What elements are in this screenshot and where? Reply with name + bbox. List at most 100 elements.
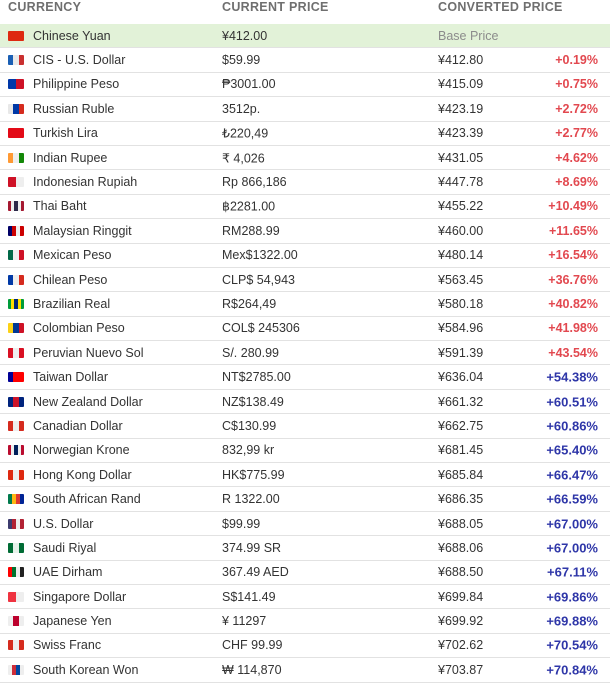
currency-name: Swiss Franc [33,638,102,653]
flag-icon [8,103,24,114]
current-price: ₱3001.00 [222,77,276,92]
price-change-percent: +54.38% [546,369,598,385]
currency-name: UAE Dirham [33,565,103,580]
currency-name: CIS - U.S. Dollar [33,53,126,68]
currency-name: Thai Baht [33,199,87,214]
price-change-percent: +69.86% [546,589,598,605]
base-price-label: Base Price [438,28,499,43]
converted-price: ¥661.32 [438,394,484,409]
price-change-percent: +67.00% [546,540,598,556]
price-change-percent: +0.19% [555,53,598,68]
table-row: Turkish Lira ₺220,49 ¥423.39 +2.77% [0,122,610,146]
table-row: Canadian Dollar C$130.99 ¥662.75 +60.86% [0,414,610,439]
currency-name: Mexican Peso [33,248,112,263]
converted-price: ¥662.75 [438,418,484,433]
table-row: UAE Dirham 367.49 AED ¥688.50 +67.11% [0,561,610,585]
converted-price: ¥480.14 [438,248,484,263]
flag-icon [8,323,24,334]
current-price: 374.99 SR [222,540,282,555]
flag-icon [8,469,24,480]
current-price: 832,99 kr [222,443,275,458]
table-row: Singapore Dollar S$141.49 ¥699.84 +69.86% [0,585,610,610]
flag-icon [8,542,24,553]
flag-icon [8,55,24,66]
currency-name: Singapore Dollar [33,589,127,604]
price-change-percent: +70.84% [546,662,598,678]
price-change-percent: +69.88% [546,613,598,629]
table-row: Thai Baht ฿2281.00 ¥455.22 +10.49% [0,195,610,220]
current-price: RM288.99 [222,223,280,238]
price-change-percent: +40.82% [548,296,598,311]
converted-price: ¥415.09 [438,77,484,92]
price-change-percent: +65.40% [546,442,598,458]
converted-price: ¥423.19 [438,101,484,116]
table-row: Chilean Peso CLP$ 54,943 ¥563.45 +36.76% [0,268,610,293]
flag-icon [8,201,24,212]
currency-name: Norwegian Krone [33,443,130,458]
converted-price: ¥584.96 [438,321,484,336]
currency-name: Turkish Lira [33,126,98,141]
flag-icon [8,640,24,651]
currency-name: Colombian Peso [33,321,125,336]
price-change-percent: +10.49% [548,199,598,214]
table-row: Taiwan Dollar NT$2785.00 ¥636.04 +54.38% [0,365,610,390]
price-change-percent: +60.51% [546,394,598,410]
converted-price: ¥702.62 [438,638,484,653]
currency-name: Indian Rupee [33,150,108,165]
price-change-percent: +11.65% [548,223,598,238]
table-row: New Zealand Dollar NZ$138.49 ¥661.32 +60.51… [0,390,610,415]
table-row: Peruvian Nuevo Sol S/. 280.99 ¥591.39 +43.5… [0,341,610,366]
currency-name: Chinese Yuan [33,28,111,43]
currency-name: Malaysian Ringgit [33,223,132,238]
currency-name: Russian Ruble [33,101,115,116]
converted-price: ¥688.06 [438,540,484,555]
currency-column-header: CURRENCY [8,0,82,14]
flag-icon [8,30,24,41]
table-row: Mexican Peso Mex$1322.00 ¥480.14 +16.54% [0,244,610,268]
flag-icon [8,591,24,602]
current-price: S/. 280.99 [222,345,279,360]
converted-price: ¥460.00 [438,223,484,238]
table-row: Swiss Franc CHF 99.99 ¥702.62 +70.54% [0,634,610,659]
current-price: CLP$ 54,943 [222,272,295,287]
current-price: ¥ 11297 [222,614,267,629]
flag-icon [8,298,24,309]
current-price: $59.99 [222,53,261,68]
converted-price: ¥703.87 [438,662,484,677]
current-price: ¥412.00 [222,28,268,43]
price-change-percent: +16.54% [548,248,598,263]
price-change-percent: +8.69% [555,175,598,190]
currency-name: Canadian Dollar [33,418,123,433]
current-price: ₺220,49 [222,126,269,141]
converted-price: ¥563.45 [438,272,484,287]
current-price: R 1322.00 [222,492,280,507]
converted-price: ¥685.84 [438,467,484,482]
price-change-percent: +36.76% [548,272,598,287]
price-change-percent: +60.86% [546,418,598,434]
current-price: NT$2785.00 [222,370,291,385]
converted-price: ¥455.22 [438,199,484,214]
converted-price: ¥681.45 [438,443,484,458]
converted-price: ¥431.05 [438,150,484,165]
converted-price: ¥580.18 [438,296,484,311]
currency-name: Indonesian Rupiah [33,175,138,190]
currency-name: Philippine Peso [33,77,120,92]
currency-name: Peruvian Nuevo Sol [33,345,144,360]
price-change-percent: +2.72% [555,101,598,116]
flag-icon [8,420,24,431]
flag-icon [8,445,24,456]
currency-name: Saudi Riyal [33,540,97,555]
table-header: CURRENCY CURRENT PRICE CONVERTED PRICE [0,0,610,24]
flag-icon [8,494,24,505]
price-change-percent: +41.98% [548,321,598,336]
flag-icon [8,664,24,675]
price-change-percent: +70.54% [546,637,598,653]
converted-price: ¥412.80 [438,53,484,68]
price-change-percent: +67.00% [546,516,598,531]
flag-icon [8,177,24,188]
current-price: $99.99 [222,516,261,531]
price-change-percent: +67.11% [547,564,598,580]
table-row: Chinese Yuan ¥412.00 Base Price [0,24,610,49]
currency-name: Brazilian Real [33,296,111,311]
